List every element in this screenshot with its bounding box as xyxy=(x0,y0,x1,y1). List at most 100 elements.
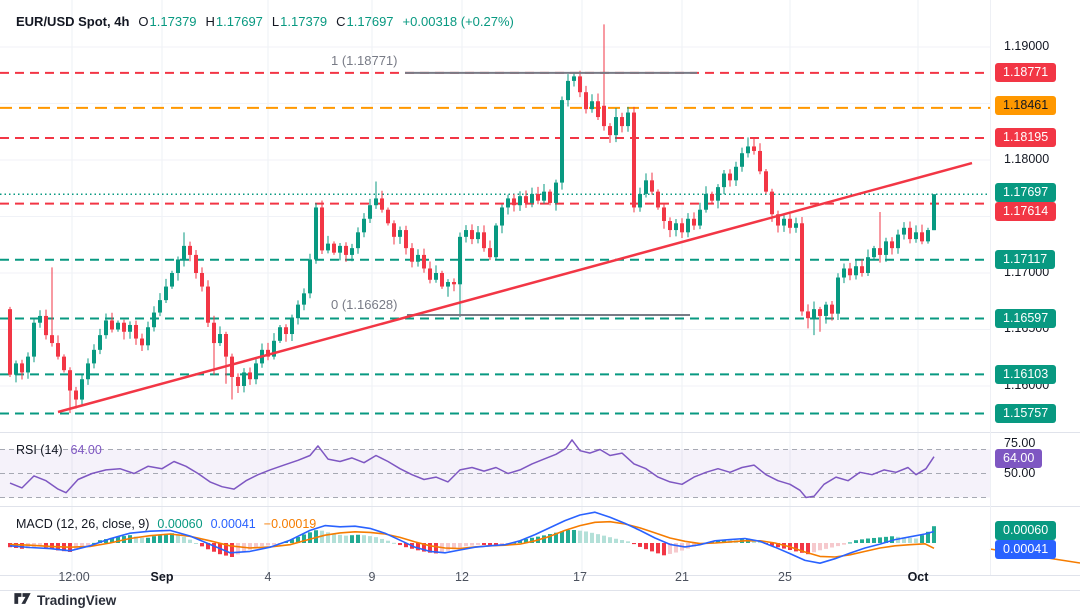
price-badge-support: 1.17117 xyxy=(995,250,1056,269)
candle-body xyxy=(200,273,204,287)
candle-body xyxy=(446,282,450,287)
candle-body xyxy=(836,277,840,314)
macd-hist-bar xyxy=(554,532,558,543)
macd-line-value: 0.00041 xyxy=(210,517,256,531)
candle-body xyxy=(494,225,498,258)
candle-body xyxy=(14,363,18,375)
fib-label-1[interactable]: 1 (1.18771) xyxy=(331,53,398,68)
trendline[interactable] xyxy=(57,161,973,414)
candle-body xyxy=(704,193,708,210)
ohlc-high: H 1.17697 xyxy=(206,14,263,29)
candle-body xyxy=(500,207,504,226)
candle-body xyxy=(554,182,558,203)
candle-body xyxy=(272,340,276,357)
macd-hist-bar xyxy=(926,531,930,543)
macd-hist-bar xyxy=(368,536,372,543)
symbol-title[interactable]: EUR/USD Spot, 4h xyxy=(16,14,130,29)
candle-body xyxy=(866,257,870,273)
candle-body xyxy=(152,312,156,328)
candle-body xyxy=(50,335,54,344)
candle-body xyxy=(458,236,462,285)
candle-body xyxy=(110,320,114,330)
candle-body xyxy=(920,232,924,242)
candle-body xyxy=(692,218,696,226)
candle-body xyxy=(242,372,246,386)
macd-hist-bar xyxy=(176,534,180,543)
candle-body xyxy=(8,309,12,375)
macd-hist-bar xyxy=(374,537,378,543)
candle-body xyxy=(716,187,720,201)
macd-hist-bar xyxy=(116,536,120,543)
candle-body xyxy=(542,191,546,201)
macd-hist-bar xyxy=(302,534,306,543)
candle-body xyxy=(548,191,552,203)
low-label: L xyxy=(271,14,280,29)
candle-body xyxy=(860,266,864,273)
candles[interactable] xyxy=(8,24,936,414)
candle-body xyxy=(128,324,132,332)
tradingview-logo[interactable]: TradingView xyxy=(13,592,116,608)
macd-hist-bar xyxy=(920,535,924,543)
candle-body xyxy=(74,390,78,400)
rsi-legend[interactable]: RSI (14) 64.00 xyxy=(16,443,102,457)
macd-hist-bar xyxy=(848,542,852,544)
macd-hist-bar xyxy=(518,540,522,543)
macd-hist-bar xyxy=(392,542,396,544)
grid-lines xyxy=(0,0,990,575)
macd-hist-bar xyxy=(356,534,360,543)
candle-body xyxy=(350,248,354,255)
time-label-month: Sep xyxy=(150,570,174,584)
macd-hist-bar xyxy=(590,532,594,543)
macd-hist-bar xyxy=(614,538,618,543)
macd-hist-bar xyxy=(668,543,672,554)
fib-label-0[interactable]: 0 (1.16628) xyxy=(331,297,398,312)
candle-body xyxy=(374,198,378,206)
macd-hist-bar xyxy=(908,537,912,543)
macd-hist-bar xyxy=(860,539,864,543)
macd-hist-bar xyxy=(542,535,546,543)
macd-hist-bar xyxy=(716,540,720,543)
macd-hist-bar xyxy=(644,543,648,550)
macd-hist-bar xyxy=(206,543,210,550)
tradingview-logo-icon xyxy=(13,592,32,608)
candle-body xyxy=(284,327,288,335)
candle-body xyxy=(470,230,474,240)
candle-body xyxy=(878,248,882,255)
macd-hist-bar xyxy=(722,539,726,543)
candle-body xyxy=(512,198,516,206)
macd-hist-bar xyxy=(482,543,486,545)
candle-body xyxy=(434,273,438,280)
candle-body xyxy=(884,241,888,255)
macd-legend[interactable]: MACD (12, 26, close, 9) 0.00060 0.00041 … xyxy=(16,517,316,531)
price-badge-resistance: 1.18195 xyxy=(995,128,1057,147)
macd-hist-bar xyxy=(842,543,846,545)
price-badge-last-price: 1.17697 xyxy=(995,183,1057,202)
candle-body xyxy=(302,293,306,305)
candle-body xyxy=(794,223,798,228)
macd-hist-bar xyxy=(602,535,606,543)
macd-hist-bar xyxy=(20,543,24,549)
candle-body xyxy=(560,100,564,183)
macd-hist-bar xyxy=(200,543,204,547)
candle-body xyxy=(290,318,294,335)
macd-hist-bar xyxy=(14,543,18,548)
candle-body xyxy=(770,191,774,215)
high-value: 1.17697 xyxy=(215,14,263,29)
rsi-line xyxy=(9,439,935,499)
price-badge-support: 1.16103 xyxy=(995,365,1057,384)
macd-hist-bar xyxy=(380,538,384,543)
macd-hist-bar xyxy=(434,543,438,554)
macd-hist-bar xyxy=(656,543,660,554)
candle-body xyxy=(206,286,210,323)
macd-hist-bar xyxy=(170,533,174,543)
candle-body xyxy=(104,320,108,336)
candle-body xyxy=(476,232,480,240)
macd-hist-bar xyxy=(362,535,366,543)
macd-hist-bar xyxy=(476,543,480,545)
ohlc-close: C 1.17697 xyxy=(336,14,393,29)
candle-body xyxy=(896,234,900,249)
macd-line xyxy=(9,511,935,565)
macd-hist-bar xyxy=(92,542,96,544)
